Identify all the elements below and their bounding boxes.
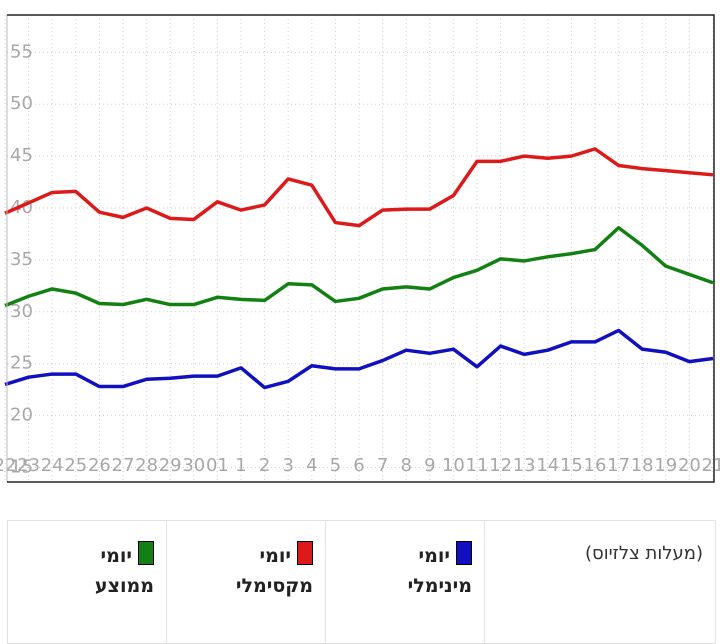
x-tick-label: 1 — [235, 455, 246, 476]
x-tick-label: 19 — [654, 455, 677, 476]
page: {"chart_data": {"type": "line", "categor… — [0, 14, 720, 644]
x-tick-label: 2 — [259, 455, 270, 476]
x-tick-label: 24 — [41, 455, 64, 476]
y-tick-label: 55 — [10, 41, 33, 62]
frame — [7, 14, 715, 483]
x-tick-label: 17 — [607, 455, 630, 476]
legend-item: יומי מקסימלי — [166, 520, 326, 644]
x-tick-label: 13 — [513, 455, 536, 476]
y-tick-label: 15 — [10, 456, 33, 477]
x-tick-label: 4 — [306, 455, 317, 476]
y-tick-label: 30 — [10, 301, 33, 322]
x-tick-label: 25 — [64, 455, 87, 476]
x-tick-label: 11 — [466, 455, 489, 476]
legend-label: יומי מקסימלי — [235, 545, 313, 597]
legend-row: (מעלות צלזיוס) יומי מינימלי יומי מקסימלי י… — [7, 520, 716, 644]
x-tick-label: 16 — [584, 455, 607, 476]
legend: (מעלות צלזיוס) יומי מינימלי יומי מקסימלי י… — [7, 520, 716, 644]
x-tick-label: 12 — [489, 455, 512, 476]
x-tick-label: 18 — [631, 455, 654, 476]
x-tick-label: 10 — [442, 455, 465, 476]
x-tick-label: 15 — [560, 455, 583, 476]
legend-label: יומי מינימלי — [407, 545, 472, 597]
legend-swatch — [138, 541, 154, 565]
x-tick-label: 22 — [0, 455, 16, 476]
x-tick-label: 9 — [424, 455, 435, 476]
legend-item: יומי מינימלי — [325, 520, 485, 644]
x-tick-label: 30 — [182, 455, 205, 476]
x-tick-label: 5 — [330, 455, 341, 476]
y-tick-label: 25 — [10, 353, 33, 374]
x-tick-label: 20 — [678, 455, 701, 476]
x-tick-label: 27 — [112, 455, 135, 476]
unit-label: (מעלות צלזיוס) — [484, 520, 716, 644]
legend-swatch — [297, 541, 313, 565]
y-tick-label: 45 — [10, 145, 33, 166]
x-tick-label: 7 — [377, 455, 388, 476]
series-line — [4, 147, 714, 228]
x-tick-label: 3 — [282, 455, 293, 476]
chart: 1520253035404550552223242526272829300112… — [0, 14, 720, 483]
x-tick-label: 29 — [159, 455, 182, 476]
x-tick-label: 01 — [206, 455, 229, 476]
x-tick-label: 28 — [135, 455, 158, 476]
x-tick-label: 6 — [353, 455, 364, 476]
x-tick-label: 14 — [536, 455, 559, 476]
legend-label: יומי ממוצע — [94, 545, 154, 597]
x-tick-label: 26 — [88, 455, 111, 476]
x-tick-label: 23 — [17, 455, 40, 476]
y-tick-label: 50 — [10, 93, 33, 114]
series-line — [4, 328, 714, 390]
legend-item: יומי ממוצע — [7, 520, 167, 644]
series-line — [4, 225, 714, 308]
x-tick-label: 8 — [400, 455, 411, 476]
legend-swatch — [456, 541, 472, 565]
y-tick-label: 20 — [10, 405, 33, 426]
y-tick-label: 35 — [10, 249, 33, 270]
x-tick-label: 21 — [702, 455, 720, 476]
